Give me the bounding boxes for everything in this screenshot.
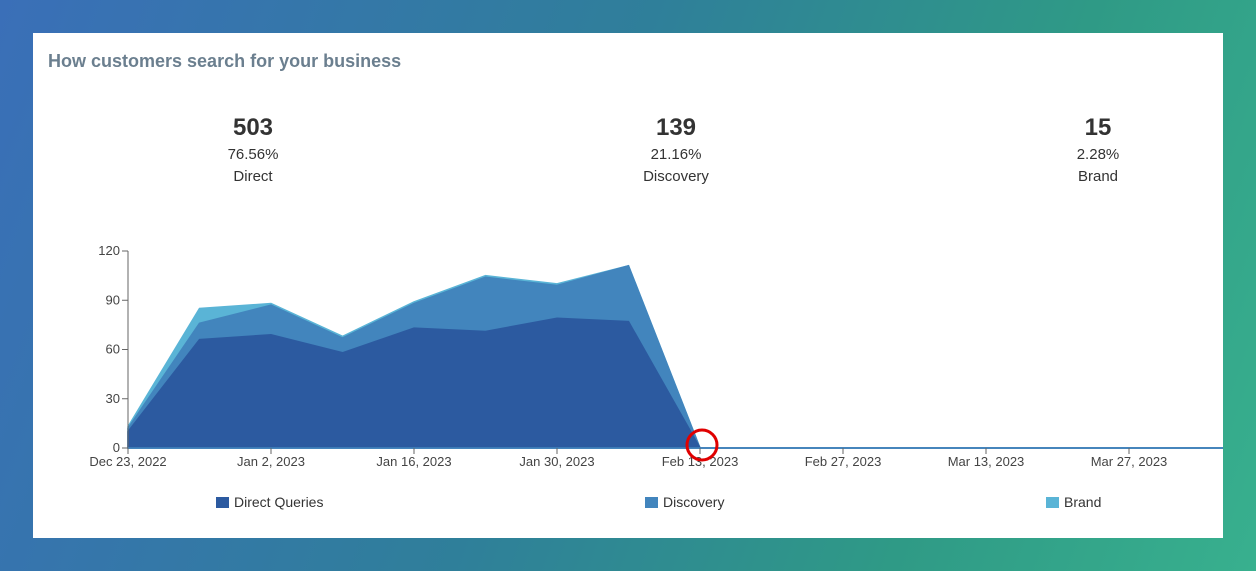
legend-swatch-direct-queries (216, 497, 229, 508)
stat-discovery-percent: 21.16% (650, 146, 702, 163)
stat-brand-value: 15 (1084, 114, 1112, 141)
x-tick-label: Mar 13, 2023 (948, 454, 1025, 469)
x-tick-label: Mar 27, 2023 (1091, 454, 1168, 469)
legend-swatch-discovery (645, 497, 658, 508)
stat-brand-label: Brand (1077, 168, 1119, 185)
legend-swatch-brand (1046, 497, 1059, 508)
x-tick-label: Jan 16, 2023 (376, 454, 451, 469)
y-tick-label: 120 (98, 243, 120, 258)
stat-discovery: 139 21.16% Discovery (576, 113, 776, 189)
stat-discovery-label: Discovery (643, 168, 709, 185)
x-tick-label: Jan 2, 2023 (237, 454, 305, 469)
legend-label-discovery: Discovery (663, 494, 724, 510)
x-tick-label: Dec 23, 2022 (89, 454, 166, 469)
stat-brand-percent: 2.28% (1076, 146, 1120, 163)
stat-direct-value: 503 (232, 114, 274, 141)
stat-direct: 503 76.56% Direct (153, 113, 353, 189)
highlight-circle (685, 428, 719, 462)
search-insights-card: How customers search for your business 5… (33, 33, 1223, 538)
y-tick-label: 90 (106, 292, 120, 307)
y-tick-label: 30 (106, 391, 120, 406)
search-area-chart: 0 30 60 90 120 Dec 23, 2022 Jan 2, 2023 Jan 16,… (89, 243, 1223, 510)
card-title: How customers search for your business (48, 51, 402, 71)
x-tick-label: Feb 27, 2023 (805, 454, 882, 469)
stat-direct-label: Direct (233, 168, 273, 185)
x-tick-label: Jan 30, 2023 (519, 454, 594, 469)
legend-label-brand: Brand (1064, 494, 1101, 510)
stat-discovery-value: 139 (655, 114, 697, 141)
y-tick-label: 0 (113, 440, 120, 455)
legend-label-direct-queries: Direct Queries (234, 494, 323, 510)
stat-direct-percent: 76.56% (227, 146, 279, 163)
stat-brand: 15 2.28% Brand (998, 113, 1198, 189)
y-tick-label: 60 (106, 342, 120, 357)
x-tick-label: Feb 13, 2023 (662, 454, 739, 469)
